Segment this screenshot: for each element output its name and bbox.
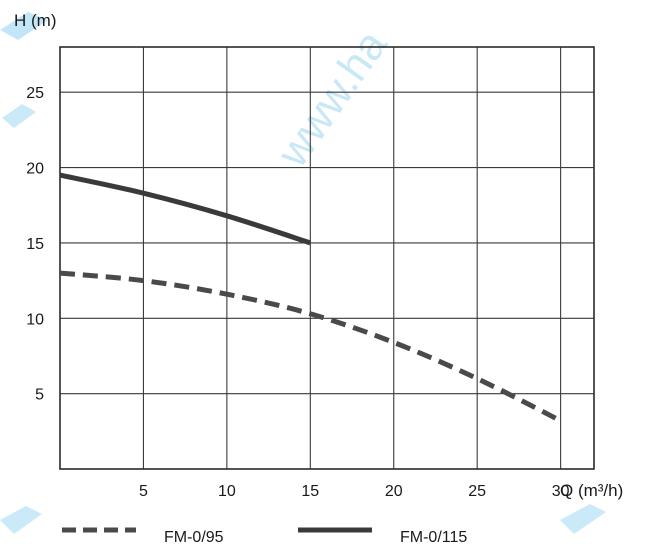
y-tick-label: 10 xyxy=(26,311,44,328)
x-tick-label: 20 xyxy=(385,483,403,500)
x-tick-label: 30 xyxy=(552,483,570,500)
y-tick-label: 25 xyxy=(26,85,44,102)
y-tick-label: 5 xyxy=(35,387,44,404)
x-axis-label: Q (m³/h) xyxy=(560,481,623,500)
x-tick-labels: 5 10 15 20 25 30 xyxy=(139,483,570,500)
series xyxy=(59,172,562,424)
y-axis-label: H (m) xyxy=(14,11,56,30)
series-line-fm-0-95 xyxy=(59,270,562,424)
legend-label-fm-0-95: FM-0/95 xyxy=(164,529,224,545)
series-line-fm-0-115 xyxy=(59,172,312,246)
grid xyxy=(60,47,594,469)
legend: FM-0/95 FM-0/115 xyxy=(62,527,467,545)
x-tick-label: 5 xyxy=(139,483,148,500)
plot-frame xyxy=(59,46,595,470)
y-tick-labels: 5 10 15 20 25 xyxy=(26,85,44,403)
watermark-arrow-icon xyxy=(2,104,36,128)
watermark-arrow-icon xyxy=(0,506,42,534)
watermark-arrow-icon xyxy=(560,504,606,534)
x-tick-label: 15 xyxy=(301,483,319,500)
y-tick-label: 20 xyxy=(26,161,44,178)
x-tick-label: 25 xyxy=(468,483,486,500)
watermark: www.ha xyxy=(0,12,606,534)
y-tick-label: 15 xyxy=(26,236,44,253)
watermark-arrow-icon xyxy=(0,12,48,40)
watermark-text: www.ha xyxy=(267,21,396,177)
legend-label-fm-0-115: FM-0/115 xyxy=(400,529,467,545)
x-tick-label: 10 xyxy=(218,483,236,500)
